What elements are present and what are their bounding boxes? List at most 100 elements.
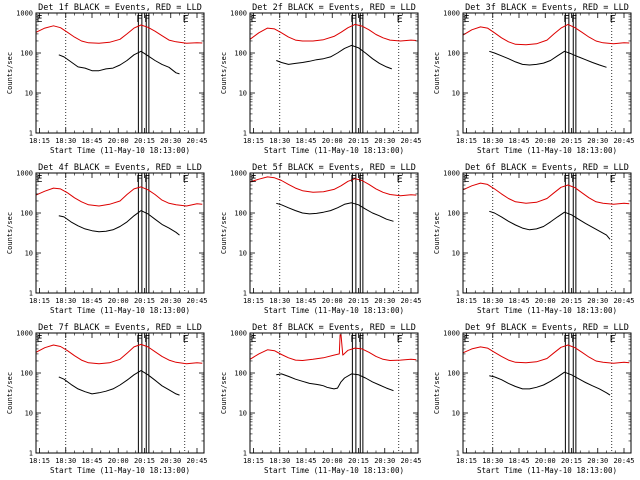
panel-5: 1 10 100 1000 18:15 18:30 18:45 20:00 20:15 20:30…	[220, 163, 422, 315]
x-tick-label: 20:45	[400, 137, 421, 145]
y-tick-label: 1000	[230, 10, 247, 18]
y-axis-label: Counts/sec	[220, 372, 228, 414]
panel-title: Det 7f BLACK = Events, RED = LLD	[38, 323, 202, 333]
flag-mark-label: F	[563, 334, 569, 345]
flag-mark-label: F	[563, 174, 569, 185]
panel-title: Det 3f BLACK = Events, RED = LLD	[465, 3, 629, 13]
events-series-line	[276, 202, 394, 222]
x-tick-label: 20:30	[374, 297, 395, 305]
events-series-line	[58, 210, 180, 236]
flag-mark-label: F	[358, 334, 364, 345]
flag-mark-label: E	[463, 334, 469, 345]
flag-mark-label: F	[136, 174, 142, 185]
plot-frame	[35, 12, 205, 134]
x-tick-label: 20:45	[400, 297, 421, 305]
x-tick-label: 20:15	[561, 297, 582, 305]
y-tick-label: 1	[29, 290, 33, 298]
events-series-line	[58, 50, 180, 75]
y-tick-label: 10	[25, 410, 33, 418]
y-axis-label: Counts/sec	[220, 212, 228, 254]
x-axis-label: Start Time (11-May-10 18:13:00)	[477, 306, 617, 315]
flag-mark-label: F	[358, 14, 364, 25]
y-tick-label: 10	[25, 90, 33, 98]
x-tick-label: 18:45	[295, 297, 316, 305]
plot-frame	[462, 172, 632, 294]
panel-title: Det 8f BLACK = Events, RED = LLD	[252, 323, 416, 333]
x-tick-label: 20:15	[561, 457, 582, 465]
flag-mark-label: E	[463, 174, 469, 185]
lld-series-line	[462, 182, 630, 205]
panel-title: Det 4f BLACK = Events, RED = LLD	[38, 163, 202, 173]
x-tick-label: 18:45	[81, 297, 102, 305]
panel-7: 1 10 100 1000 18:15 18:30 18:45 20:00 20:15 20:30…	[6, 323, 208, 475]
flag-mark-label: F	[571, 174, 577, 185]
x-tick-label: 20:15	[348, 457, 369, 465]
x-axis-label: Start Time (11-May-10 18:13:00)	[50, 146, 190, 155]
x-tick-label: 18:45	[81, 457, 102, 465]
x-tick-label: 18:30	[269, 457, 290, 465]
x-tick-label: 20:30	[160, 297, 181, 305]
events-series-line	[276, 44, 392, 70]
x-tick-label: 20:30	[374, 137, 395, 145]
events-series-line	[58, 370, 180, 396]
flag-mark-label: F	[571, 14, 577, 25]
y-tick-label: 10	[452, 250, 460, 258]
y-tick-label: 1	[243, 130, 247, 138]
x-tick-label: 18:15	[456, 457, 477, 465]
x-tick-label: 20:15	[134, 297, 155, 305]
lld-series-line	[249, 23, 417, 42]
flag-mark-label: F	[571, 334, 577, 345]
flag-mark-label: E	[610, 174, 616, 185]
y-tick-label: 10	[452, 410, 460, 418]
y-tick-label: 1000	[16, 170, 33, 178]
x-tick-label: 18:15	[29, 137, 50, 145]
x-tick-label: 18:30	[269, 137, 290, 145]
y-tick-label: 10	[239, 250, 247, 258]
y-tick-label: 10	[452, 90, 460, 98]
x-tick-label: 18:15	[29, 457, 50, 465]
y-tick-label: 100	[234, 210, 247, 218]
flag-mark-label: E	[250, 174, 256, 185]
y-tick-label: 1000	[16, 330, 33, 338]
x-tick-label: 18:45	[81, 137, 102, 145]
x-tick-label: 20:30	[160, 457, 181, 465]
lld-series-line	[249, 176, 417, 197]
y-axis-label: Counts/sec	[433, 372, 441, 414]
panel-title: Det 9f BLACK = Events, RED = LLD	[465, 323, 629, 333]
x-axis-label: Start Time (11-May-10 18:13:00)	[477, 466, 617, 475]
flag-mark-label: E	[610, 334, 616, 345]
y-tick-label: 10	[239, 410, 247, 418]
flag-mark-label: F	[144, 334, 150, 345]
plot-frame	[462, 12, 632, 134]
x-tick-label: 20:30	[587, 137, 608, 145]
x-axis-label: Start Time (11-May-10 18:13:00)	[50, 466, 190, 475]
y-tick-label: 1000	[443, 170, 460, 178]
x-tick-label: 20:45	[186, 297, 207, 305]
y-tick-label: 1	[456, 130, 460, 138]
y-tick-label: 100	[20, 50, 33, 58]
x-tick-label: 20:00	[322, 457, 343, 465]
x-tick-label: 20:15	[348, 297, 369, 305]
panel-4: 1 10 100 1000 18:15 18:30 18:45 20:00 20:15 20:30…	[6, 163, 208, 315]
y-tick-label: 1000	[230, 330, 247, 338]
panel-1: 1 10 100 1000 18:15 18:30 18:45 20:00 20:15 20:30…	[6, 3, 208, 155]
flag-mark-label: E	[36, 14, 42, 25]
flag-mark-label: F	[136, 14, 142, 25]
panel-title: Det 1f BLACK = Events, RED = LLD	[38, 3, 202, 13]
x-tick-label: 20:45	[613, 137, 634, 145]
x-axis-label: Start Time (11-May-10 18:13:00)	[264, 306, 404, 315]
flag-mark-label: E	[610, 14, 616, 25]
x-tick-label: 20:30	[587, 297, 608, 305]
x-tick-label: 20:00	[108, 457, 129, 465]
y-axis-label: Counts/sec	[6, 212, 14, 254]
x-tick-label: 20:00	[535, 137, 556, 145]
flag-mark-label: E	[463, 14, 469, 25]
x-tick-label: 20:00	[322, 137, 343, 145]
y-tick-label: 10	[25, 250, 33, 258]
y-tick-label: 100	[447, 370, 460, 378]
panel-title: Det 5f BLACK = Events, RED = LLD	[252, 163, 416, 173]
x-tick-label: 20:45	[613, 457, 634, 465]
x-axis-label: Start Time (11-May-10 18:13:00)	[50, 306, 190, 315]
y-tick-label: 1000	[443, 330, 460, 338]
panel-8: 1 10 100 1000 18:15 18:30 18:45 20:00 20:15 20:30…	[220, 323, 422, 475]
